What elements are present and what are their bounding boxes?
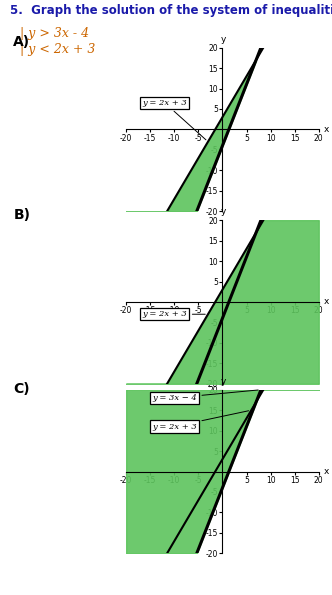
Text: y = 2x + 3: y = 2x + 3 (142, 310, 205, 318)
Text: | y < 2x + 3: | y < 2x + 3 (20, 43, 95, 56)
Text: B): B) (13, 208, 30, 223)
Text: y = 3x − 4: y = 3x − 4 (0, 594, 1, 595)
Text: 5.  Graph the solution of the system of inequalitie: 5. Graph the solution of the system of i… (10, 4, 332, 17)
Text: x: x (323, 467, 329, 476)
Text: y = 3x − 4: y = 3x − 4 (0, 594, 1, 595)
Text: y: y (221, 35, 226, 43)
Text: | y > 3x - 4: | y > 3x - 4 (20, 27, 89, 40)
Text: y = 2x + 3: y = 2x + 3 (152, 411, 249, 431)
Text: y = 3x − 4: y = 3x − 4 (152, 390, 258, 402)
Text: x: x (323, 298, 329, 306)
Text: A): A) (13, 35, 31, 49)
Text: x: x (323, 125, 329, 134)
Text: y: y (221, 377, 226, 386)
Text: y: y (221, 207, 226, 216)
Text: y = 2x + 3: y = 2x + 3 (142, 99, 206, 140)
Text: C): C) (13, 382, 30, 396)
